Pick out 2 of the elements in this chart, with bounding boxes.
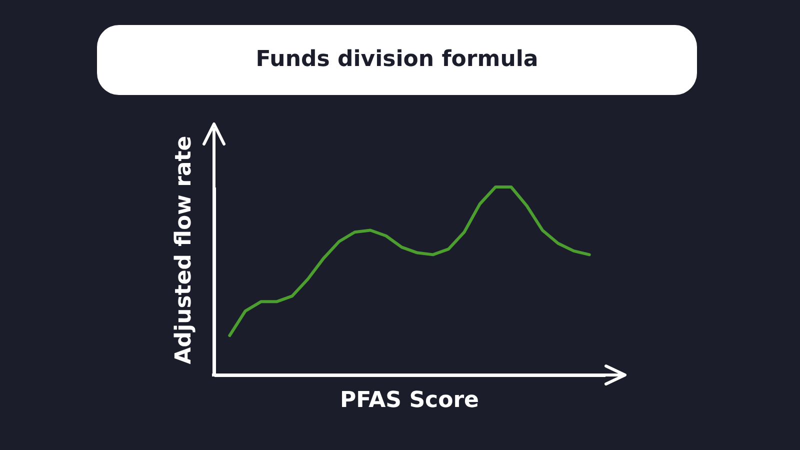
y-axis-title: Adjusted flow rate xyxy=(172,136,196,364)
x-axis-title: PFAS Score xyxy=(339,388,480,413)
